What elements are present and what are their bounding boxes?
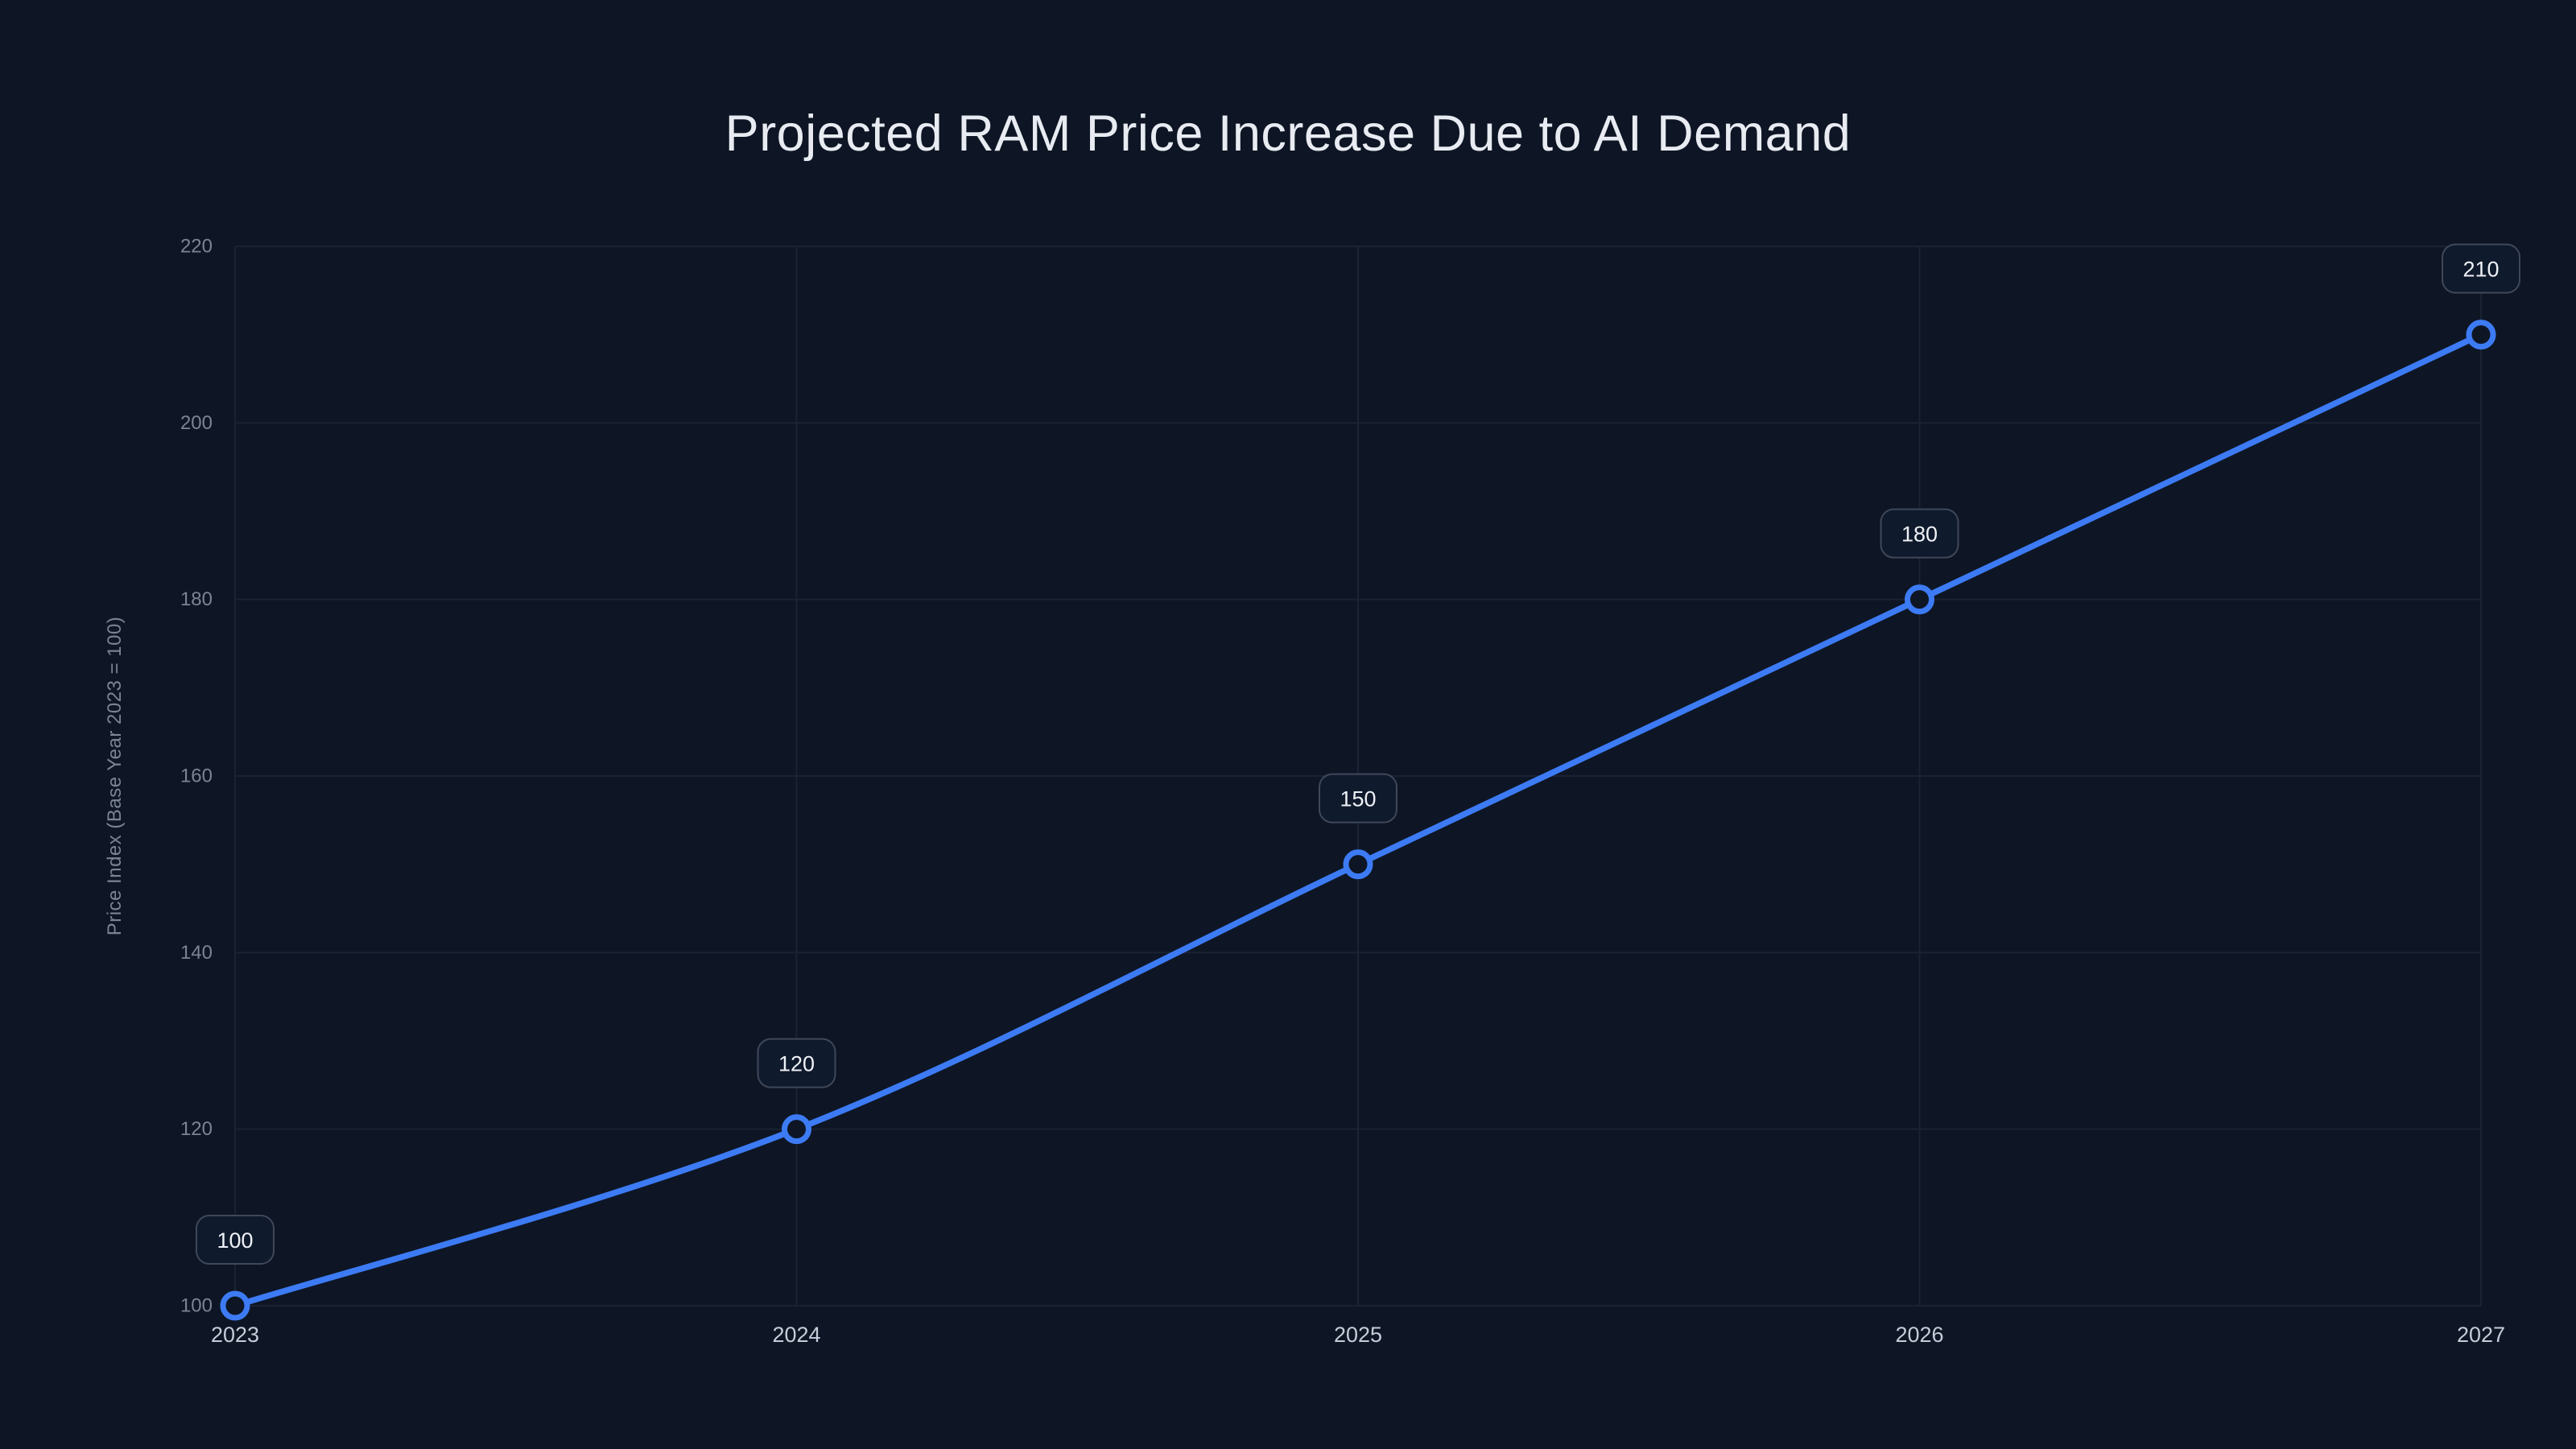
data-point-label-box — [757, 1038, 836, 1088]
data-point-marker[interactable] — [220, 1290, 250, 1321]
data-point-label-text: 180 — [1901, 522, 1938, 547]
y-axis-tick-label: 120 — [180, 1118, 213, 1140]
y-axis-tick-label: 220 — [180, 236, 213, 258]
data-point-label-box — [1319, 773, 1397, 824]
x-axis-tick-label: 2026 — [1895, 1323, 1943, 1347]
x-axis-tick-label: 2025 — [1334, 1323, 1382, 1347]
chart-title: Projected RAM Price Increase Due to AI D… — [724, 105, 1852, 162]
data-point-label-box — [1880, 508, 1959, 559]
data-point-label-text: 210 — [2462, 258, 2499, 282]
x-axis-tick-label: 2024 — [772, 1323, 820, 1347]
y-axis-tick-label: 100 — [180, 1295, 213, 1317]
data-point-marker[interactable] — [1905, 584, 1934, 615]
y-axis-tick-label: 140 — [180, 942, 213, 964]
y-axis-tick-label: 180 — [180, 588, 213, 610]
data-point-label-text: 100 — [217, 1228, 253, 1253]
data-point-marker[interactable] — [782, 1114, 811, 1145]
y-axis-tick-label: 160 — [180, 766, 213, 787]
data-point-label-box — [2442, 243, 2520, 294]
data-point-marker[interactable] — [2466, 320, 2496, 350]
y-axis-tick-label: 200 — [180, 412, 213, 434]
data-point-label-text: 120 — [778, 1052, 815, 1076]
data-point-label-text: 150 — [1340, 787, 1376, 811]
data-point-marker[interactable] — [1343, 849, 1373, 880]
data-point-label-box — [196, 1215, 275, 1265]
x-axis-tick-label: 2027 — [2457, 1323, 2505, 1347]
x-axis-tick-label: 2023 — [211, 1323, 259, 1347]
